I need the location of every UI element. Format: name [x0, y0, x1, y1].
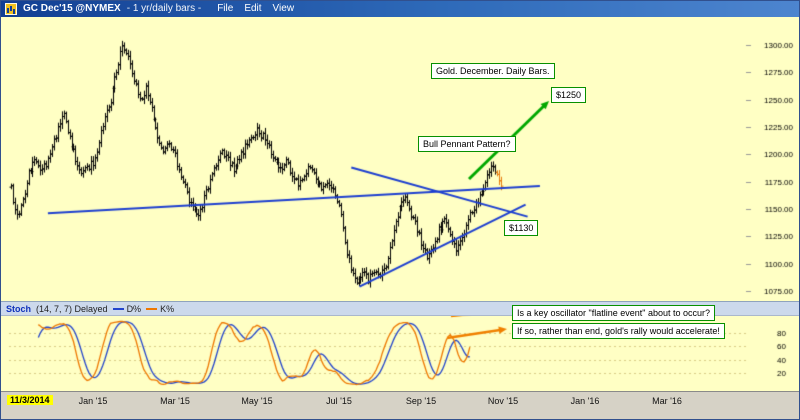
stoch-params: (14, 7, 7) Delayed	[36, 303, 108, 314]
annotation-apex-price[interactable]: $1130	[504, 220, 539, 236]
annotation-chart-title[interactable]: Gold. December. Daily Bars.	[431, 63, 555, 79]
title-bar[interactable]: GC Dec'15 @NYMEX - 1 yr/daily bars - Fil…	[1, 1, 799, 17]
x-axis-label: Sep '15	[405, 396, 437, 406]
annotation-stoch-question[interactable]: Is a key oscillator "flatline event" abo…	[512, 305, 715, 321]
annotation-price-target[interactable]: $1250	[551, 87, 587, 103]
annotation-bull-pennant[interactable]: Bull Pennant Pattern?	[418, 136, 516, 152]
x-axis-label: Mar '15	[160, 396, 190, 406]
menu-bar: File Edit View	[217, 1, 294, 17]
stoch-d-line-swatch	[112, 307, 124, 310]
stoch-k-label: K%	[160, 303, 175, 314]
x-axis-label: 11/3/2014	[7, 395, 53, 405]
chart-area[interactable]: Gold. December. Daily Bars. $1250 Bull P…	[1, 17, 799, 391]
chart-app-icon	[5, 3, 17, 15]
x-axis-label: Jan '15	[78, 396, 108, 406]
menu-file[interactable]: File	[217, 3, 234, 14]
window-subtitle: - 1 yr/daily bars -	[126, 3, 202, 14]
menu-view[interactable]: View	[272, 3, 295, 14]
stoch-d-label: D%	[126, 303, 142, 314]
x-axis[interactable]: 11/3/2014 Jan '15 Mar '15 May '15 Jul '15 Sep…	[1, 391, 799, 419]
stoch-label[interactable]: Stoch	[6, 303, 32, 314]
window-title: GC Dec'15 @NYMEX	[23, 3, 121, 14]
stoch-k-line-swatch	[146, 307, 158, 310]
annotation-stoch-answer[interactable]: If so, rather than end, gold's rally wou…	[512, 323, 725, 339]
x-axis-label: Nov '15	[487, 396, 519, 406]
x-axis-label: Jul '15	[326, 396, 352, 406]
x-axis-label: Mar '16	[652, 396, 682, 406]
x-axis-label: May '15	[241, 396, 273, 406]
menu-edit[interactable]: Edit	[244, 3, 262, 14]
x-axis-label: Jan '16	[570, 396, 600, 406]
